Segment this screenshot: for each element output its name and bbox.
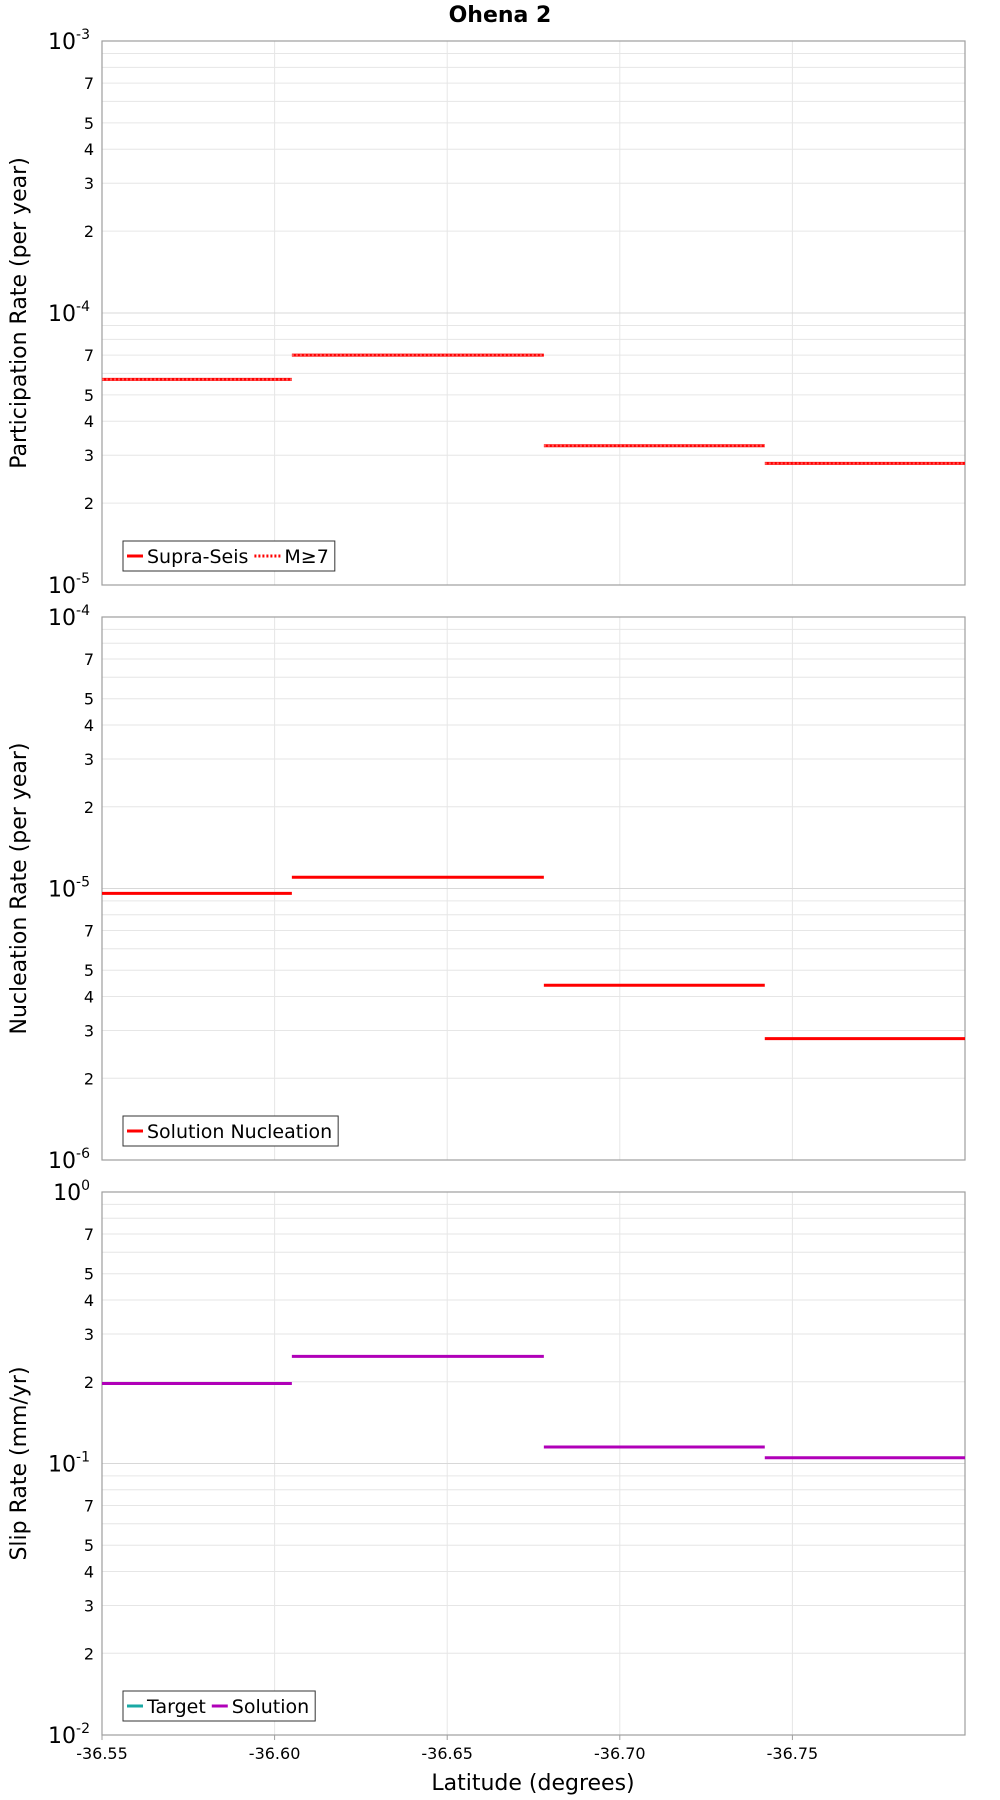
y-tick-label: 7 — [84, 1497, 94, 1516]
legend-box — [122, 540, 336, 572]
y-tick-label: 7 — [84, 74, 94, 93]
x-tick-label: -36.75 — [767, 1744, 819, 1763]
y-axis-label: Nucleation Rate (per year) — [7, 743, 32, 1035]
x-tick-label: -36.60 — [249, 1744, 301, 1763]
y-tick-exponent: -5 — [76, 571, 90, 587]
y-tick-label: 4 — [84, 1563, 94, 1582]
series-m-7 — [102, 354, 965, 465]
y-tick-label: 5 — [84, 690, 94, 709]
plot-frame — [101, 40, 966, 586]
y-tick-exponent: -5 — [76, 875, 90, 891]
y-tick-label: 3 — [84, 1596, 94, 1615]
chart-panels: 2 3 4 5 7 2 3 4 5 7 10-5 10-4 10-3 Participation Rate… — [7, 27, 966, 1763]
y-tick-label: 10-4 — [48, 299, 90, 327]
y-tick-label: 2 — [84, 494, 94, 513]
y-tick-exponent: -4 — [76, 603, 90, 619]
y-tick-exponent: 0 — [81, 1178, 90, 1194]
y-tick-label: 100 — [53, 1178, 90, 1206]
legend: Solution Nucleation — [122, 1115, 339, 1147]
y-tick-exponent: -4 — [76, 299, 90, 315]
y-tick-label: 5 — [84, 1265, 94, 1284]
y-tick-label: 2 — [84, 222, 94, 241]
x-tick-label: -36.70 — [594, 1744, 646, 1763]
legend-label: Target — [146, 1696, 206, 1718]
legend-label: Solution — [232, 1696, 309, 1718]
y-tick-label: 3 — [84, 1021, 94, 1040]
y-tick-label: 3 — [84, 174, 94, 193]
x-axis-label: Latitude (degrees) — [431, 1771, 634, 1796]
y-tick-label: 2 — [84, 1373, 94, 1392]
y-tick-exponent: -2 — [76, 1721, 90, 1737]
y-tick-label: 7 — [84, 650, 94, 669]
plot-frame — [101, 1191, 966, 1736]
legend-label: M≥7 — [284, 546, 328, 568]
y-tick-label: 5 — [84, 114, 94, 133]
y-tick-label: 5 — [84, 961, 94, 980]
x-tick-label: -36.55 — [76, 1744, 128, 1763]
y-axis-label: Slip Rate (mm/yr) — [7, 1366, 32, 1560]
y-tick-label: 4 — [84, 140, 94, 159]
y-tick-label: 4 — [84, 412, 94, 431]
y-tick-label: 4 — [84, 1291, 94, 1310]
series-solution-nucleation — [102, 875, 965, 1041]
y-tick-label: 10-6 — [48, 1146, 90, 1174]
y-tick-label: 3 — [84, 750, 94, 769]
y-tick-exponent: -1 — [76, 1450, 90, 1466]
legend-box — [122, 1690, 316, 1722]
panel-participation: 2 3 4 5 7 2 3 4 5 7 10-5 10-4 10-3 Participation Rate… — [7, 27, 966, 599]
series-supra-seis — [102, 353, 965, 465]
y-tick-label: 10-4 — [48, 603, 90, 631]
y-tick-label: 4 — [84, 716, 94, 735]
y-tick-exponent: -3 — [76, 27, 90, 43]
y-tick-label: 4 — [84, 988, 94, 1007]
legend-label: Solution Nucleation — [147, 1121, 332, 1143]
y-tick-label: 2 — [84, 1644, 94, 1663]
legend: Supra-Seis M≥7 — [122, 540, 336, 572]
chart-title: Ohena 2 — [449, 3, 552, 28]
legend-label: Supra-Seis — [147, 546, 248, 568]
y-tick-label: 10-5 — [48, 571, 90, 599]
y-tick-label: 10-3 — [48, 27, 90, 55]
y-tick-label: 7 — [84, 346, 94, 365]
legend: Target Solution — [122, 1690, 316, 1722]
y-tick-label: 2 — [84, 798, 94, 817]
y-tick-label: 10-1 — [48, 1450, 90, 1478]
y-tick-label: 5 — [84, 386, 94, 405]
legend-box — [122, 1115, 339, 1147]
y-tick-label: 10-5 — [48, 875, 90, 903]
y-tick-label: 3 — [84, 1325, 94, 1344]
y-tick-label: 5 — [84, 1536, 94, 1555]
y-axis-label: Participation Rate (per year) — [7, 157, 32, 469]
y-tick-label: 2 — [84, 1069, 94, 1088]
series-solution — [102, 1354, 965, 1460]
x-tick-label: -36.65 — [421, 1744, 473, 1763]
y-tick-label: 7 — [84, 922, 94, 941]
y-tick-exponent: -6 — [76, 1146, 90, 1162]
y-tick-label: 7 — [84, 1225, 94, 1244]
y-tick-label: 3 — [84, 446, 94, 465]
plot-frame — [101, 616, 966, 1161]
panel-nucleation: 2 3 4 5 7 2 3 4 5 7 10-6 10-5 10-4 Nucleation Rate (p… — [7, 603, 966, 1174]
